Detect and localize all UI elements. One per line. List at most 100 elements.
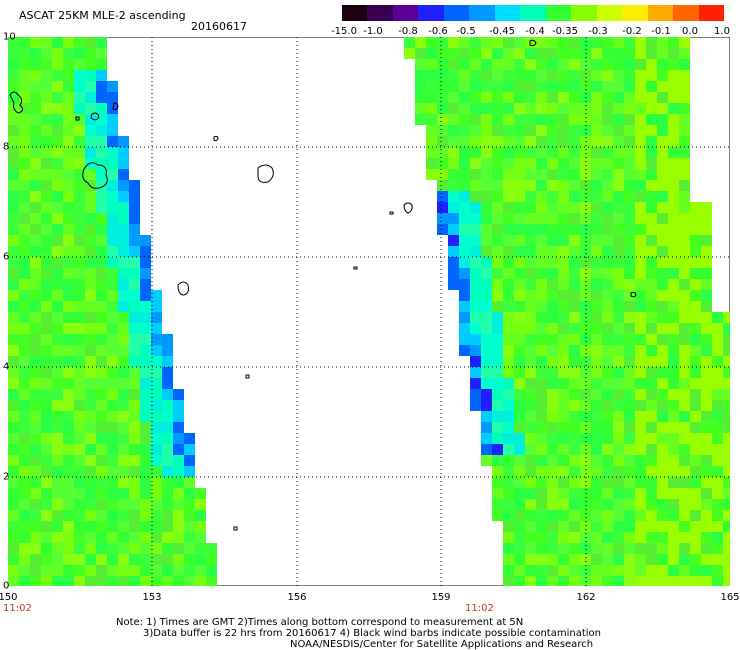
swath-cell bbox=[646, 268, 657, 279]
swath-cell bbox=[118, 576, 129, 586]
swath-cell bbox=[437, 213, 448, 224]
swath-cell bbox=[52, 81, 63, 92]
swath-cell bbox=[679, 257, 690, 268]
swath-cell bbox=[74, 510, 85, 521]
swath-cell bbox=[701, 268, 712, 279]
swath-cell bbox=[52, 477, 63, 488]
swath-cell bbox=[8, 532, 19, 543]
swath-cell bbox=[514, 213, 525, 224]
swath-cell bbox=[624, 312, 635, 323]
swath-cell bbox=[525, 466, 536, 477]
swath-cell bbox=[118, 521, 129, 532]
swath-cell bbox=[536, 356, 547, 367]
swath-cell bbox=[74, 378, 85, 389]
swath-cell bbox=[96, 477, 107, 488]
swath-cell bbox=[679, 268, 690, 279]
swath-cell bbox=[514, 180, 525, 191]
swath-cell bbox=[624, 136, 635, 147]
swath-cell bbox=[723, 510, 730, 521]
swath-cell bbox=[668, 180, 679, 191]
swath-cell bbox=[85, 191, 96, 202]
swath-cell bbox=[481, 455, 492, 466]
swath-cell bbox=[514, 378, 525, 389]
swath-cell bbox=[41, 455, 52, 466]
swath-cell bbox=[701, 334, 712, 345]
swath-cell bbox=[63, 246, 74, 257]
swath-cell bbox=[129, 444, 140, 455]
swath-cell bbox=[118, 246, 129, 257]
swath-cell bbox=[525, 202, 536, 213]
swath-cell bbox=[74, 301, 85, 312]
swath-cell bbox=[602, 367, 613, 378]
swath-cell bbox=[85, 422, 96, 433]
swath-cell bbox=[30, 37, 41, 48]
swath-cell bbox=[118, 136, 129, 147]
swath-cell bbox=[74, 521, 85, 532]
swath-cell bbox=[602, 356, 613, 367]
swath-cell bbox=[19, 389, 30, 400]
swath-cell bbox=[723, 532, 730, 543]
swath-cell bbox=[503, 411, 514, 422]
swath-cell bbox=[96, 301, 107, 312]
swath-cell bbox=[602, 224, 613, 235]
swath-cell bbox=[85, 444, 96, 455]
swath-cell bbox=[536, 554, 547, 565]
swath-cell bbox=[140, 444, 151, 455]
swath-cell bbox=[591, 92, 602, 103]
swath-cell bbox=[41, 103, 52, 114]
swath-cell bbox=[723, 477, 730, 488]
swath-cell bbox=[41, 565, 52, 576]
swath-cell bbox=[470, 334, 481, 345]
swath-cell bbox=[723, 488, 730, 499]
swath-cell bbox=[470, 301, 481, 312]
swath-cell bbox=[63, 268, 74, 279]
swath-cell bbox=[558, 499, 569, 510]
swath-cell bbox=[63, 389, 74, 400]
swath-cell bbox=[503, 59, 514, 70]
swath-cell bbox=[591, 246, 602, 257]
swath-cell bbox=[723, 444, 730, 455]
swath-cell bbox=[580, 477, 591, 488]
swath-cell bbox=[52, 246, 63, 257]
swath-cell bbox=[514, 510, 525, 521]
swath-cell bbox=[162, 444, 173, 455]
swath-cell bbox=[30, 411, 41, 422]
swath-cell bbox=[580, 334, 591, 345]
swath-cell bbox=[679, 114, 690, 125]
swath-cell bbox=[679, 400, 690, 411]
swath-cell bbox=[19, 356, 30, 367]
swath-cell bbox=[690, 521, 701, 532]
swath-cell bbox=[426, 147, 437, 158]
swath-cell bbox=[30, 543, 41, 554]
swath-cell bbox=[195, 532, 206, 543]
swath-cell bbox=[624, 323, 635, 334]
swath-cell bbox=[52, 136, 63, 147]
swath-cell bbox=[580, 521, 591, 532]
swath-cell bbox=[415, 92, 426, 103]
swath-cell bbox=[602, 81, 613, 92]
swath-cell bbox=[701, 246, 712, 257]
swath-cell bbox=[30, 180, 41, 191]
swath-cell bbox=[63, 125, 74, 136]
swath-cell bbox=[701, 455, 712, 466]
swath-cell bbox=[437, 125, 448, 136]
swath-cell bbox=[624, 158, 635, 169]
swath-cell bbox=[580, 499, 591, 510]
swath-cell bbox=[668, 323, 679, 334]
swath-cell bbox=[635, 422, 646, 433]
swath-cell bbox=[624, 290, 635, 301]
swath-cell bbox=[657, 576, 668, 586]
swath-cell bbox=[30, 510, 41, 521]
swath-cell bbox=[63, 356, 74, 367]
swath-cell bbox=[646, 59, 657, 70]
swath-cell bbox=[624, 301, 635, 312]
swath-cell bbox=[63, 576, 74, 586]
swath-cell bbox=[448, 37, 459, 48]
swath-cell bbox=[514, 400, 525, 411]
swath-cell bbox=[206, 576, 217, 586]
swath-cell bbox=[646, 477, 657, 488]
swath-cell bbox=[536, 411, 547, 422]
swath-cell bbox=[162, 455, 173, 466]
swath-cell bbox=[591, 422, 602, 433]
swath-cell bbox=[613, 70, 624, 81]
